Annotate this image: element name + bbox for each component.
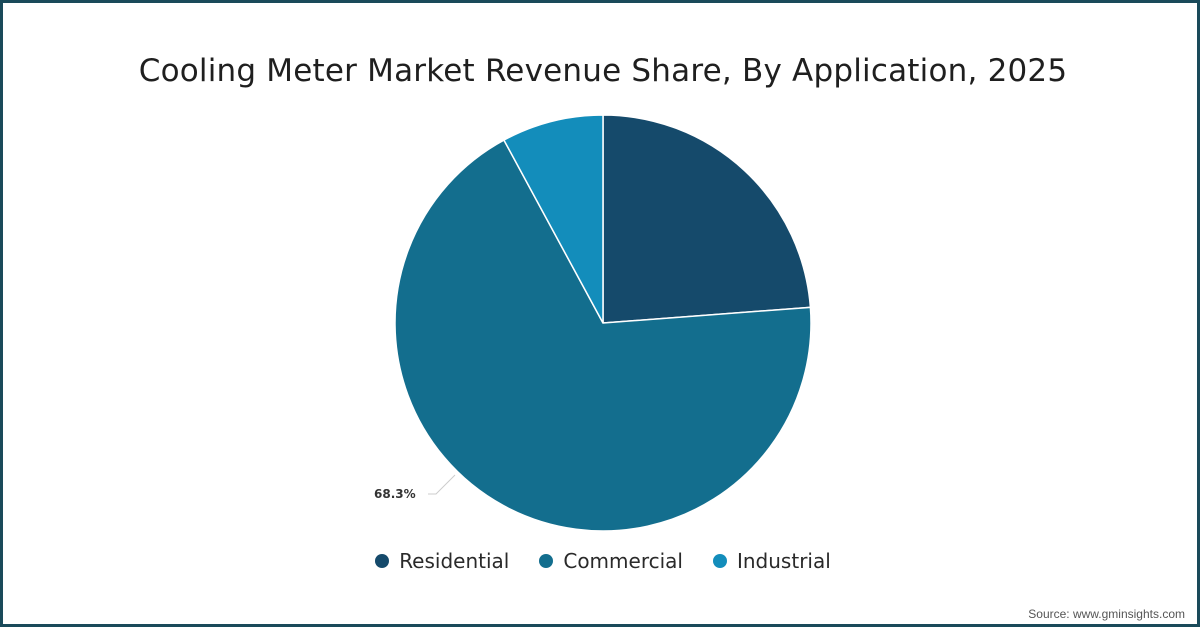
legend-label: Commercial <box>563 549 683 573</box>
legend-marker-icon <box>375 554 390 568</box>
pie-slice-industrial[interactable] <box>502 114 604 324</box>
chart-title: Cooling Meter Market Revenue Share, By A… <box>138 53 1068 89</box>
legend-marker-icon <box>712 554 727 568</box>
legend-label: Residential <box>399 549 510 573</box>
pie-chart <box>394 114 812 532</box>
legend-item-residential[interactable]: Residential <box>375 549 509 573</box>
leader-line <box>428 474 456 495</box>
legend-marker-icon <box>539 554 554 568</box>
pie-slice-commercial[interactable] <box>394 139 812 532</box>
pie-slice-residential[interactable] <box>602 114 812 324</box>
legend-item-industrial[interactable]: Industrial <box>712 549 831 573</box>
source-note: Source: www.gminsights.com <box>1028 607 1185 621</box>
commercial-data-label: 68.3% <box>374 487 416 501</box>
legend-item-commercial[interactable]: Commercial <box>539 549 683 573</box>
legend: Residential Commercial Industrial <box>3 549 1200 573</box>
legend-label: Industrial <box>736 549 831 573</box>
